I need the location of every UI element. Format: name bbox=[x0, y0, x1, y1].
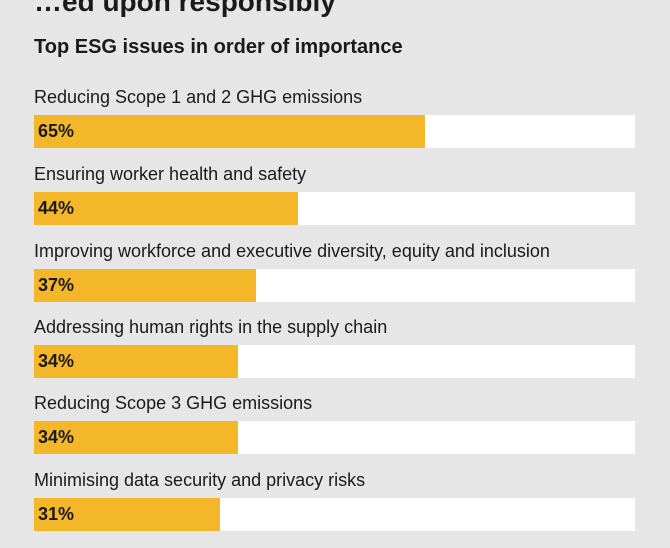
bar-track: 37% bbox=[34, 269, 635, 302]
bar-category-label: Minimising data security and privacy ris… bbox=[34, 470, 366, 490]
cut-off-heading: …ed upon responsibly bbox=[34, 0, 336, 17]
bar-value-label: 44% bbox=[38, 198, 75, 218]
bar bbox=[34, 421, 238, 454]
bar bbox=[34, 192, 298, 225]
chart-title: Top ESG issues in order of importance bbox=[34, 36, 403, 58]
bar-row: Minimising data security and privacy ris… bbox=[34, 469, 635, 531]
bar-category-label: Ensuring worker health and safety bbox=[34, 164, 307, 184]
bar-row: Reducing Scope 3 GHG emissions 34% bbox=[34, 392, 635, 454]
bar-category-label: Reducing Scope 1 and 2 GHG emissions bbox=[34, 87, 363, 107]
bar bbox=[34, 269, 256, 302]
bar bbox=[34, 345, 238, 378]
bar bbox=[34, 115, 425, 148]
bar-value-label: 65% bbox=[38, 121, 75, 141]
bar-row: Improving workforce and executive divers… bbox=[34, 240, 635, 302]
bar bbox=[34, 498, 220, 531]
bar-value-label: 37% bbox=[38, 275, 75, 295]
bar-value-label: 34% bbox=[38, 351, 75, 371]
bar-track: 65% bbox=[34, 115, 635, 148]
bar-row: Ensuring worker health and safety 44% bbox=[34, 163, 635, 225]
bar-value-label: 34% bbox=[38, 427, 75, 447]
bar-row: Reducing Scope 1 and 2 GHG emissions 65% bbox=[34, 86, 635, 148]
bar-category-label: Reducing Scope 3 GHG emissions bbox=[34, 393, 313, 413]
bar-row: Addressing human rights in the supply ch… bbox=[34, 316, 635, 378]
bar-track: 34% bbox=[34, 421, 635, 454]
bar-track: 34% bbox=[34, 345, 635, 378]
bar-category-label: Improving workforce and executive divers… bbox=[34, 241, 550, 261]
bar-category-label: Addressing human rights in the supply ch… bbox=[34, 317, 388, 337]
bar-track: 44% bbox=[34, 192, 635, 225]
bar-track: 31% bbox=[34, 498, 635, 531]
bar-value-label: 31% bbox=[38, 504, 75, 524]
